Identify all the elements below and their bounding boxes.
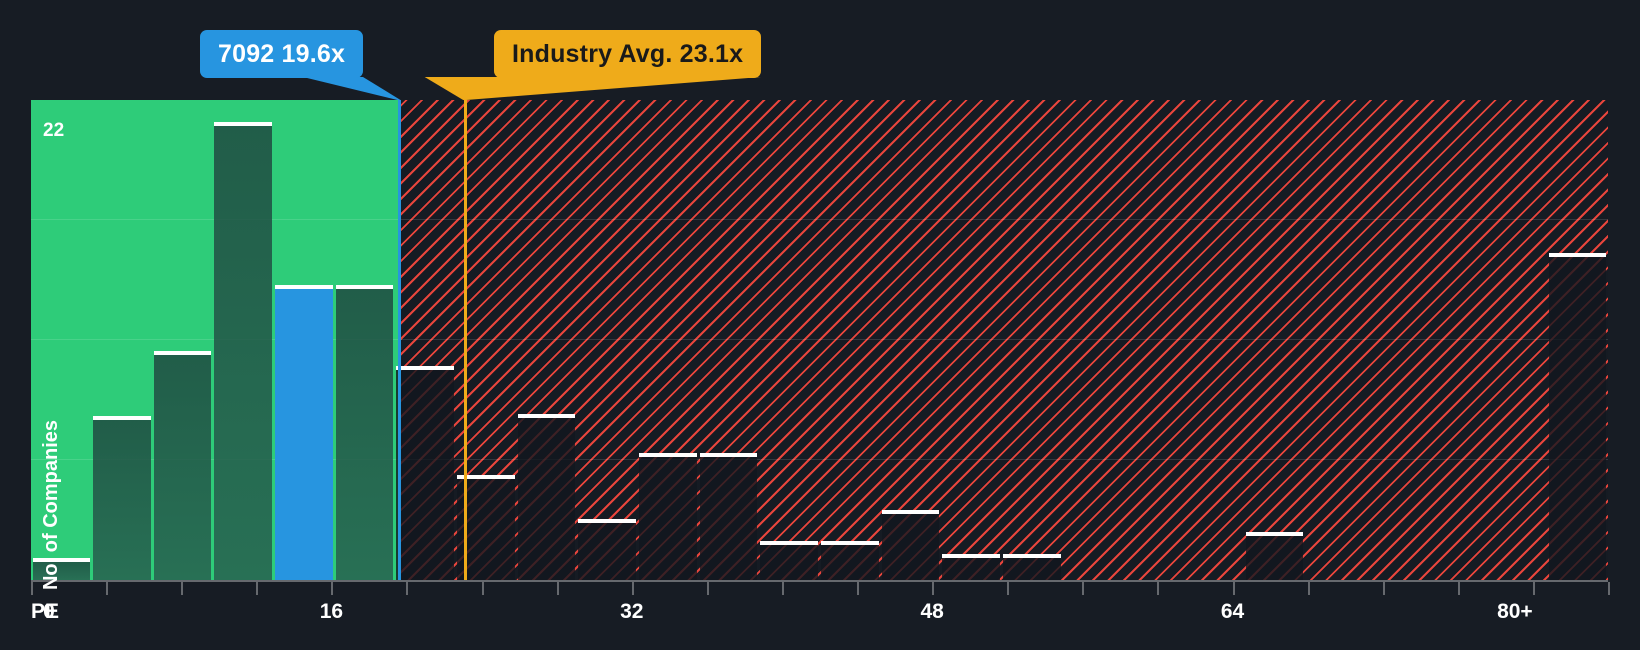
bar-body: [335, 289, 394, 580]
bar-body: [942, 557, 1000, 580]
gridline: [31, 219, 1608, 220]
histogram-bar[interactable]: [578, 518, 637, 580]
bar-body: [760, 544, 818, 580]
x-axis-tick: [256, 582, 259, 595]
x-axis-label: 16: [319, 600, 344, 623]
histogram-bar[interactable]: [1548, 252, 1607, 580]
bar-body: [821, 544, 879, 580]
industry-avg-tooltip[interactable]: Industry Avg. 23.1x: [494, 30, 762, 78]
histogram-bar[interactable]: [1245, 532, 1304, 580]
bar-cap: [1002, 553, 1061, 558]
x-axis-tick: [932, 582, 935, 595]
bar-body: [1548, 256, 1607, 580]
industry-avg-tooltip-label: Industry Avg. 23.1x: [512, 39, 744, 68]
bar-cap: [517, 414, 576, 419]
x-axis-tick: [106, 582, 109, 595]
x-axis-tick: [406, 582, 409, 595]
histogram-bar[interactable]: [517, 414, 576, 580]
bar-body: [699, 457, 758, 580]
x-axis-tick: [706, 582, 709, 595]
bar-body: [639, 457, 697, 580]
x-axis-tick: [631, 582, 634, 595]
company-pe-tooltip-label: 7092 19.6x: [218, 39, 346, 68]
bar-body: [153, 354, 212, 580]
bar-cap: [32, 558, 91, 563]
histogram-bar[interactable]: [335, 285, 394, 580]
bar-cap: [1245, 532, 1304, 536]
bar-cap: [639, 453, 697, 458]
bar-cap: [942, 553, 1000, 558]
x-axis-label: 80+: [1497, 600, 1533, 623]
overvalued-zone-hatched: [398, 100, 1608, 580]
bar-cap: [1548, 252, 1607, 257]
bar-cap: [335, 285, 394, 290]
bar-cap: [881, 510, 940, 515]
gridline: [31, 459, 1608, 460]
x-axis-tick: [1232, 582, 1235, 595]
industry-avg-marker-line: [463, 100, 467, 580]
bar-body: [517, 418, 576, 580]
bar-cap: [214, 121, 273, 126]
x-axis-tick: [1382, 582, 1385, 595]
gridline: [31, 339, 1608, 340]
bar-body: [214, 125, 273, 580]
bar-cap: [275, 285, 333, 290]
histogram-bar[interactable]: [881, 510, 940, 580]
bar-body: [32, 562, 91, 580]
histogram-bar[interactable]: [639, 453, 697, 580]
x-axis-label: 64: [1220, 600, 1245, 623]
histogram-bar[interactable]: [760, 540, 818, 580]
x-axis-prefix-label: PE: [31, 600, 60, 623]
x-axis-label: 32: [620, 600, 644, 623]
bar-cap: [93, 416, 151, 421]
x-axis-tick: [781, 582, 784, 595]
histogram-bar[interactable]: [942, 553, 1000, 580]
histogram-bar[interactable]: [821, 540, 879, 580]
histogram-bar[interactable]: [93, 416, 151, 580]
x-axis-tick: [1532, 582, 1535, 595]
x-axis-label: 48: [920, 600, 944, 623]
bar-body: [396, 370, 455, 580]
bar-cap: [760, 540, 818, 545]
plot-area: [31, 100, 1608, 580]
y-axis-title: No. of Companies: [40, 419, 62, 590]
x-axis-tick: [1307, 582, 1310, 595]
x-axis-tick: [481, 582, 484, 595]
bar-body: [1002, 557, 1061, 580]
bar-body: [1245, 536, 1304, 580]
y-axis-max-label: 22: [43, 120, 65, 141]
bar-cap: [457, 475, 515, 480]
bar-cap: [396, 366, 455, 371]
x-axis-tick: [1082, 582, 1085, 595]
histogram-bar[interactable]: [1002, 553, 1061, 580]
x-axis-label: 0: [43, 600, 55, 623]
company-pe-marker-line: [397, 100, 401, 580]
bar-cap: [699, 453, 758, 458]
histogram-bar[interactable]: [214, 121, 273, 580]
histogram-bar[interactable]: [699, 453, 758, 580]
company-pe-tooltip[interactable]: 7092 19.6x: [200, 30, 364, 78]
x-axis-tick: [1608, 582, 1610, 595]
x-axis-line: [31, 580, 1608, 582]
bar-body: [93, 420, 151, 580]
histogram-bar[interactable]: [32, 558, 91, 580]
histogram-bar[interactable]: [275, 285, 333, 580]
x-axis-tick: [857, 582, 860, 595]
bar-body: [881, 514, 940, 580]
x-axis-tick: [1007, 582, 1010, 595]
histogram-bar[interactable]: [153, 350, 212, 580]
bar-body: [578, 522, 637, 580]
bar-cap: [578, 518, 637, 523]
histogram-bar[interactable]: [396, 366, 455, 580]
bar-body: [275, 289, 333, 580]
x-axis-tick: [1457, 582, 1460, 595]
x-axis-tick: [31, 582, 33, 595]
bar-cap: [821, 540, 879, 545]
x-axis-tick: [1157, 582, 1160, 595]
x-axis-tick: [331, 582, 334, 595]
x-axis-tick: [181, 582, 184, 595]
x-axis-tick: [556, 582, 559, 595]
bar-cap: [153, 350, 212, 355]
